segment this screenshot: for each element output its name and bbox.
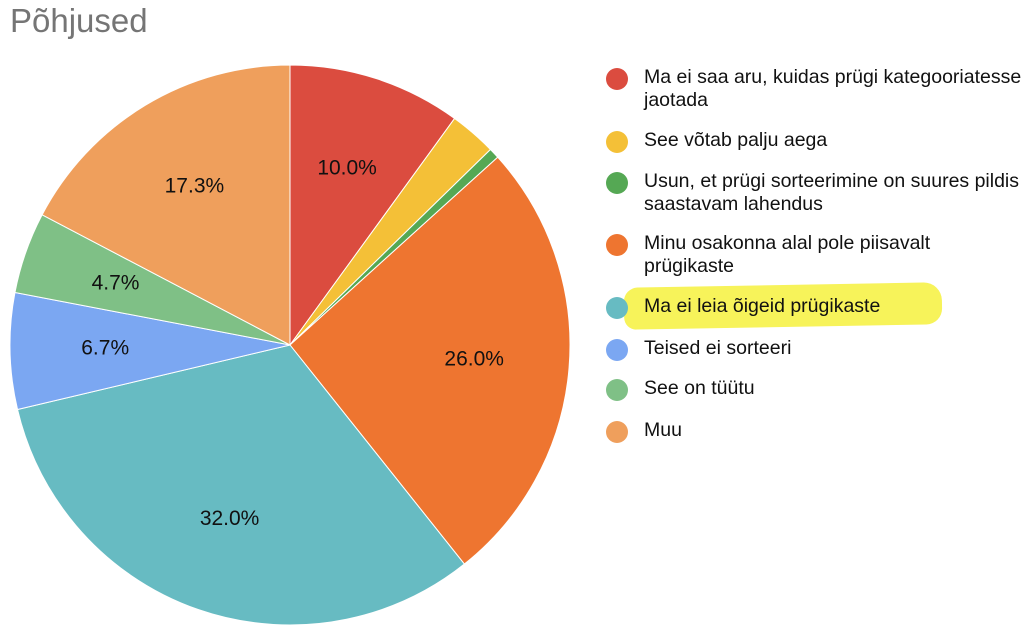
legend-swatch-6 (606, 379, 628, 401)
legend-label-1: See võtab palju aega (644, 129, 1024, 152)
legend-label-6: See on tüütu (644, 377, 1024, 400)
legend-label-5: Teised ei sorteeri (644, 337, 1024, 360)
legend-label-2: Usun, et prügi sorteerimine on suures pi… (644, 170, 1024, 216)
legend-label-4: Ma ei leia õigeid prügikaste (644, 295, 1024, 318)
legend-swatch-0 (606, 68, 628, 90)
legend-swatch-3 (606, 234, 628, 256)
legend-swatch-5 (606, 339, 628, 361)
legend-swatch-4 (606, 297, 628, 319)
legend-label-7: Muu (644, 419, 1024, 442)
legend-swatch-7 (606, 421, 628, 443)
legend-swatch-1 (606, 131, 628, 153)
legend-swatch-2 (606, 172, 628, 194)
legend-label-0: Ma ei saa aru, kuidas prügi kategooriate… (644, 66, 1024, 112)
legend-label-3: Minu osakonna alal pole piisavalt prügik… (644, 232, 1024, 278)
